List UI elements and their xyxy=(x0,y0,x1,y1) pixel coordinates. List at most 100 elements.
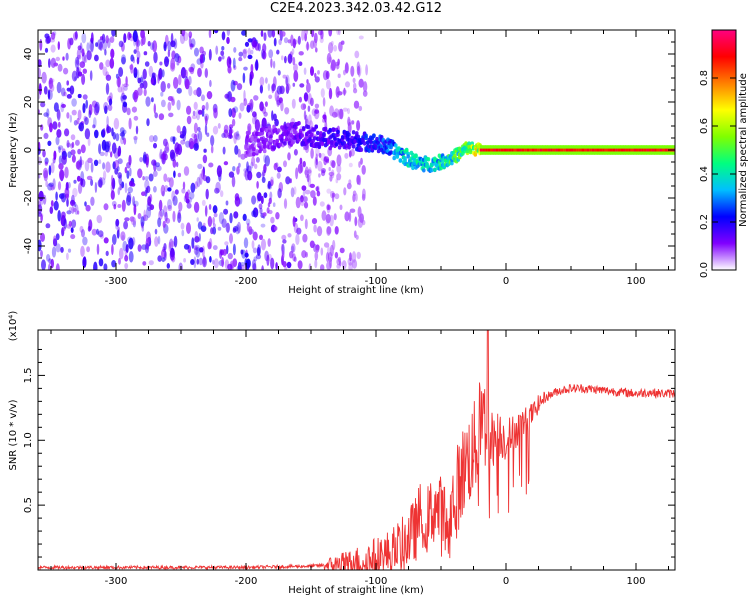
spectrogram-cell xyxy=(266,254,270,266)
spectrogram-cell xyxy=(167,49,171,58)
spectrogram-cell xyxy=(133,91,138,103)
spectrogram-cell xyxy=(404,148,409,153)
snr-multiplier-label: (x10⁴) xyxy=(8,311,19,342)
spectrogram-cell xyxy=(300,214,304,222)
spectrogram-cell xyxy=(328,166,331,172)
spectrogram-cell xyxy=(157,235,161,245)
spectrogram-x-tick-label: 0 xyxy=(503,276,509,287)
spectrogram-cell xyxy=(44,161,48,166)
spectrogram-cell xyxy=(307,105,311,112)
spectrogram-cell xyxy=(146,118,150,127)
spectrogram-cell xyxy=(196,58,202,65)
spectrogram-cell xyxy=(279,85,285,95)
spectrogram-cell xyxy=(97,179,103,188)
spectrogram-cell xyxy=(234,145,239,155)
spectrogram-cell xyxy=(306,41,309,51)
spectrogram-cell xyxy=(241,264,245,270)
spectrogram-cell xyxy=(339,260,342,267)
spectrogram-cell xyxy=(38,204,43,214)
spectrogram-cell xyxy=(206,132,210,137)
spectrogram-cell xyxy=(272,76,277,88)
spectrogram-cell xyxy=(95,42,99,47)
spectrogram-cell xyxy=(285,74,290,87)
spectrogram-cell xyxy=(602,148,606,152)
spectrogram-cell xyxy=(227,263,233,270)
spectrogram-cell xyxy=(534,148,538,152)
spectrogram-cell xyxy=(659,148,663,152)
spectrogram-cell xyxy=(465,148,470,154)
spectrogram-cell xyxy=(55,136,60,146)
spectrogram-cell xyxy=(550,148,554,152)
spectrogram-cell xyxy=(190,182,196,193)
spectrogram-cell xyxy=(58,146,61,153)
spectrogram-cell xyxy=(338,256,341,263)
snr-x-axis-label: Height of straight line (km) xyxy=(288,585,424,596)
spectrogram-cell xyxy=(267,30,273,38)
spectrogram-cell xyxy=(426,157,431,162)
spectrogram-cell xyxy=(142,68,147,80)
spectrogram-cell xyxy=(259,207,263,214)
spectrogram-cell xyxy=(145,156,149,168)
spectrogram-cell xyxy=(61,103,66,108)
spectrogram-cell xyxy=(128,117,132,130)
spectrogram-cell xyxy=(195,244,201,251)
spectrogram-cell xyxy=(237,221,241,234)
spectrogram-cell xyxy=(193,89,199,96)
spectrogram-cell xyxy=(317,160,323,172)
spectrogram-cell xyxy=(167,199,172,210)
spectrogram-cell xyxy=(290,187,295,198)
spectrogram-cell xyxy=(124,217,130,222)
snr-background xyxy=(38,330,675,570)
spectrogram-cell xyxy=(74,56,80,69)
spectrogram-cell xyxy=(260,30,264,37)
spectrogram-cell xyxy=(276,49,280,55)
spectrogram-cell xyxy=(104,141,110,153)
spectrogram-cell xyxy=(358,161,361,168)
colorbar-tick-label: 0.4 xyxy=(699,166,710,182)
spectrogram-cell xyxy=(251,195,257,205)
spectrogram-cell xyxy=(55,243,61,253)
snr-x-tick-label: 0 xyxy=(503,576,509,587)
spectrogram-cell xyxy=(137,87,143,96)
spectrogram-cell xyxy=(210,135,215,147)
spectrogram-cell xyxy=(261,126,266,132)
spectrogram-cell xyxy=(231,118,236,127)
spectrogram-cell xyxy=(90,40,94,53)
spectrogram-cell xyxy=(48,80,52,85)
spectrogram-cell xyxy=(113,147,120,159)
spectrogram-cell xyxy=(196,217,199,222)
spectrogram-cell xyxy=(221,31,226,41)
spectrogram-cell xyxy=(230,96,236,103)
spectrogram-cell xyxy=(259,84,263,94)
spectrogram-cell xyxy=(217,123,221,129)
spectrogram-cell xyxy=(256,171,262,179)
spectrogram-cell xyxy=(251,210,256,218)
spectrogram-cell xyxy=(450,161,454,166)
spectrogram-cell xyxy=(57,145,64,151)
spectrogram-cell xyxy=(110,190,115,200)
spectrogram-cell xyxy=(247,102,252,108)
spectrogram-cell xyxy=(259,76,265,87)
spectrogram-cell xyxy=(133,135,138,145)
spectrogram-cell xyxy=(325,213,331,224)
spectrogram-cell xyxy=(90,37,94,43)
spectrogram-cell xyxy=(314,259,318,269)
spectrogram-cell xyxy=(354,50,360,59)
spectrogram-cell xyxy=(394,143,398,148)
spectrogram-cell xyxy=(58,121,61,128)
spectrogram-cell xyxy=(341,260,347,270)
spectrogram-cell xyxy=(268,209,273,215)
spectrogram-cell xyxy=(301,250,307,259)
spectrogram-cell xyxy=(38,200,41,208)
spectrogram-x-axis-label: Height of straight line (km) xyxy=(288,285,424,296)
spectrogram-cell xyxy=(269,134,273,139)
spectrogram-cell xyxy=(261,238,266,251)
spectrogram-cell xyxy=(226,36,230,45)
colorbar: 0.0 0.2 0.4 0.6 0.8 Normalized spectral ampl… xyxy=(699,29,749,278)
spectrogram-cell xyxy=(52,121,58,130)
spectrogram-cell xyxy=(291,243,296,253)
spectrogram-cell xyxy=(119,132,126,137)
spectrogram-cell xyxy=(111,244,114,255)
spectrogram-cell xyxy=(244,258,248,266)
spectrogram-cell xyxy=(205,176,211,184)
